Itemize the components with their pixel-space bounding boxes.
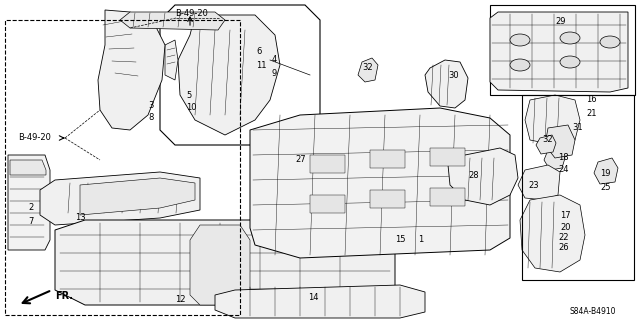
Text: 4: 4 <box>272 55 277 65</box>
Text: 5: 5 <box>186 91 191 100</box>
Text: 32: 32 <box>362 63 372 73</box>
Bar <box>5 20 240 315</box>
Text: 18: 18 <box>558 154 568 163</box>
Ellipse shape <box>560 32 580 44</box>
Polygon shape <box>490 12 628 92</box>
Text: 16: 16 <box>586 95 596 105</box>
Text: 8: 8 <box>148 114 154 123</box>
Text: 10: 10 <box>186 103 196 113</box>
Text: 2: 2 <box>28 204 33 212</box>
Text: 32: 32 <box>542 135 552 145</box>
Text: 22: 22 <box>558 234 568 243</box>
Text: 11: 11 <box>256 60 266 69</box>
Text: 9: 9 <box>272 68 277 77</box>
Polygon shape <box>98 10 165 130</box>
Text: 24: 24 <box>558 165 568 174</box>
Polygon shape <box>265 148 380 215</box>
Text: 26: 26 <box>558 244 568 252</box>
Text: 25: 25 <box>600 183 611 193</box>
Polygon shape <box>178 15 280 135</box>
Text: 29: 29 <box>555 18 566 27</box>
Text: 20: 20 <box>560 222 570 231</box>
Text: 6: 6 <box>256 47 261 57</box>
Bar <box>370 150 405 168</box>
Polygon shape <box>80 178 195 215</box>
Text: 12: 12 <box>175 295 186 305</box>
Polygon shape <box>520 195 585 272</box>
Text: 27: 27 <box>295 156 306 164</box>
Text: 17: 17 <box>560 211 571 220</box>
Text: 7: 7 <box>28 217 33 226</box>
Polygon shape <box>160 5 320 145</box>
Polygon shape <box>10 160 46 175</box>
Polygon shape <box>165 40 178 80</box>
Bar <box>430 188 465 206</box>
Ellipse shape <box>510 59 530 71</box>
Polygon shape <box>250 108 510 258</box>
Polygon shape <box>448 148 518 205</box>
Polygon shape <box>215 285 425 318</box>
Text: 28: 28 <box>468 171 479 180</box>
Text: 21: 21 <box>586 109 596 118</box>
Text: B-49-20: B-49-20 <box>18 133 51 142</box>
Text: 3: 3 <box>148 100 154 109</box>
Ellipse shape <box>510 34 530 46</box>
Polygon shape <box>358 58 378 82</box>
Polygon shape <box>536 135 556 154</box>
Polygon shape <box>425 60 468 108</box>
Polygon shape <box>55 220 395 305</box>
Text: 19: 19 <box>600 170 611 179</box>
Text: B-49-20: B-49-20 <box>175 9 208 18</box>
Bar <box>310 195 345 213</box>
Polygon shape <box>490 5 635 95</box>
Ellipse shape <box>600 36 620 48</box>
Text: FR.: FR. <box>55 291 73 301</box>
Polygon shape <box>544 148 565 170</box>
Polygon shape <box>525 95 580 145</box>
Text: 23: 23 <box>528 180 539 189</box>
Text: 30: 30 <box>448 70 459 79</box>
Text: 15: 15 <box>395 236 406 244</box>
Text: 1: 1 <box>418 236 423 244</box>
Bar <box>370 190 405 208</box>
Polygon shape <box>8 155 50 250</box>
Bar <box>310 155 345 173</box>
Ellipse shape <box>560 56 580 68</box>
Text: 14: 14 <box>308 293 319 302</box>
Polygon shape <box>190 225 250 305</box>
Polygon shape <box>594 158 618 184</box>
Text: 13: 13 <box>75 213 86 222</box>
Polygon shape <box>518 165 560 200</box>
Polygon shape <box>545 125 575 158</box>
Text: 31: 31 <box>572 124 582 132</box>
Text: S84A-B4910: S84A-B4910 <box>570 308 616 316</box>
Polygon shape <box>40 172 200 225</box>
Polygon shape <box>120 12 225 30</box>
Bar <box>522 95 634 280</box>
Bar <box>430 148 465 166</box>
